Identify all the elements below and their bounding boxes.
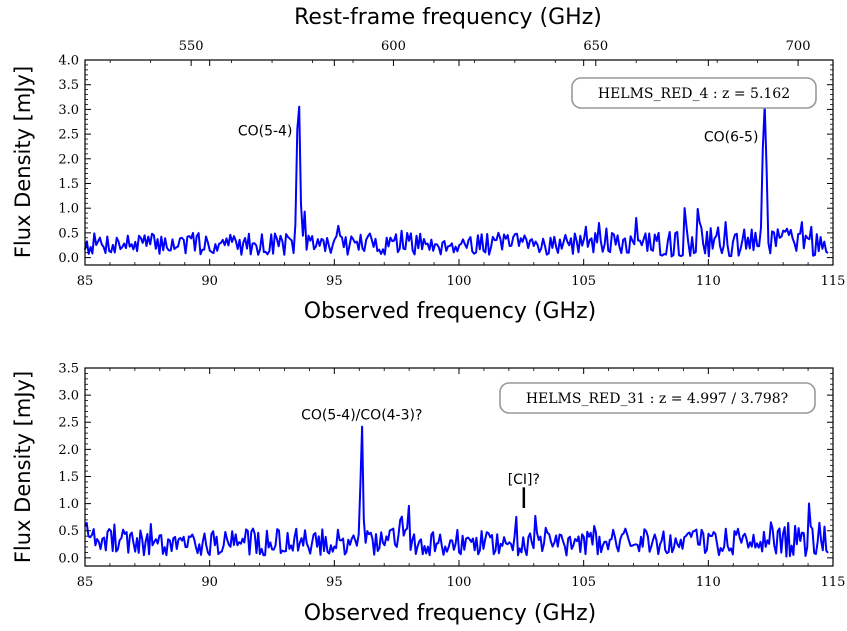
bottom-plot-area: CO(5-4)/CO(4-3)? [CI]? xyxy=(84,407,829,558)
x-tick-label: 115 xyxy=(821,575,846,590)
line-annotation: CO(5-4)/CO(4-3)? xyxy=(301,407,422,423)
x-tick-label: 85 xyxy=(77,575,94,590)
y-tick-label: 2.0 xyxy=(58,152,79,167)
bottom-x-axis-title: Observed frequency (GHz) xyxy=(304,601,596,626)
y-tick-label: 1.5 xyxy=(58,177,79,192)
y-tick-label: 0.0 xyxy=(58,251,79,266)
x-tick-label: 105 xyxy=(571,575,596,590)
spectrum-line xyxy=(84,425,829,558)
x-tick-label: 100 xyxy=(447,575,472,590)
line-annotation: CO(6-5) xyxy=(704,130,759,146)
x-tick-label: 95 xyxy=(326,274,343,289)
top-panel: Rest-frame frequency (GHz) 550 600 650 700 … xyxy=(11,5,845,324)
x-tick-label: 90 xyxy=(201,575,218,590)
bottom-y-axis-title: Flux Density [mJy] xyxy=(11,371,35,563)
y-tick-label: 0.5 xyxy=(58,226,79,241)
y-tick-label: 2.0 xyxy=(58,443,79,458)
top-tick-label: 550 xyxy=(179,39,204,54)
y-tick-label: 3.5 xyxy=(58,78,79,93)
y-tick-label: 0.5 xyxy=(58,524,79,539)
top-y-ticks: 0.0 0.5 1.0 1.5 2.0 2.5 3.0 3.5 4.0 xyxy=(58,54,833,266)
x-tick-label: 95 xyxy=(326,575,343,590)
x-tick-label: 105 xyxy=(571,274,596,289)
top-box-label: HELMS_RED_4 : z = 5.162 xyxy=(571,77,817,109)
y-tick-label: 3.5 xyxy=(58,362,79,377)
top-y-axis-title: Flux Density [mJy] xyxy=(11,66,35,258)
x-tick-label: 110 xyxy=(696,575,721,590)
bottom-y-ticks: 0.0 0.5 1.0 1.5 2.0 2.5 3.0 3.5 xyxy=(58,362,833,566)
bottom-x-ticks: 85 90 95 100 105 110 115 xyxy=(77,368,846,590)
y-tick-label: 1.0 xyxy=(58,202,79,217)
top-tick-label: 700 xyxy=(786,39,811,54)
x-tick-label: 100 xyxy=(447,274,472,289)
x-tick-label: 85 xyxy=(77,274,94,289)
top-box-label-text: HELMS_RED_4 : z = 5.162 xyxy=(598,86,790,102)
top-x-axis-title: Observed frequency (GHz) xyxy=(304,299,596,324)
x-tick-label: 110 xyxy=(696,274,721,289)
top-plot-area: CO(5-4) CO(6-5) xyxy=(84,104,829,258)
y-tick-label: 4.0 xyxy=(58,54,79,69)
top-rest-frame-ticks: 550 600 650 700 xyxy=(109,39,811,66)
top-rest-frame-axis-title: Rest-frame frequency (GHz) xyxy=(294,5,602,30)
line-annotation: [CI]? xyxy=(508,472,540,488)
top-tick-label: 600 xyxy=(381,39,406,54)
x-tick-label: 90 xyxy=(201,274,218,289)
y-tick-label: 3.0 xyxy=(58,103,79,118)
bottom-box-label: HELMS_RED_31 : z = 4.997 / 3.798? xyxy=(499,382,816,414)
y-tick-label: 1.5 xyxy=(58,470,79,485)
x-tick-label: 115 xyxy=(821,274,846,289)
top-x-ticks: 85 90 95 100 105 110 115 xyxy=(77,60,846,289)
y-tick-label: 2.5 xyxy=(58,128,79,143)
y-tick-label: 1.0 xyxy=(58,497,79,512)
bottom-panel: CO(5-4)/CO(4-3)? [CI]? 85 90 95 100 105 110 115… xyxy=(11,362,845,627)
y-tick-label: 2.5 xyxy=(58,416,79,431)
line-annotation: CO(5-4) xyxy=(238,123,293,139)
top-tick-label: 650 xyxy=(583,39,608,54)
bottom-box-label-text: HELMS_RED_31 : z = 4.997 / 3.798? xyxy=(526,391,788,407)
spectrum-line xyxy=(84,104,829,258)
y-tick-label: 3.0 xyxy=(58,389,79,404)
y-tick-label: 0.0 xyxy=(58,551,79,566)
